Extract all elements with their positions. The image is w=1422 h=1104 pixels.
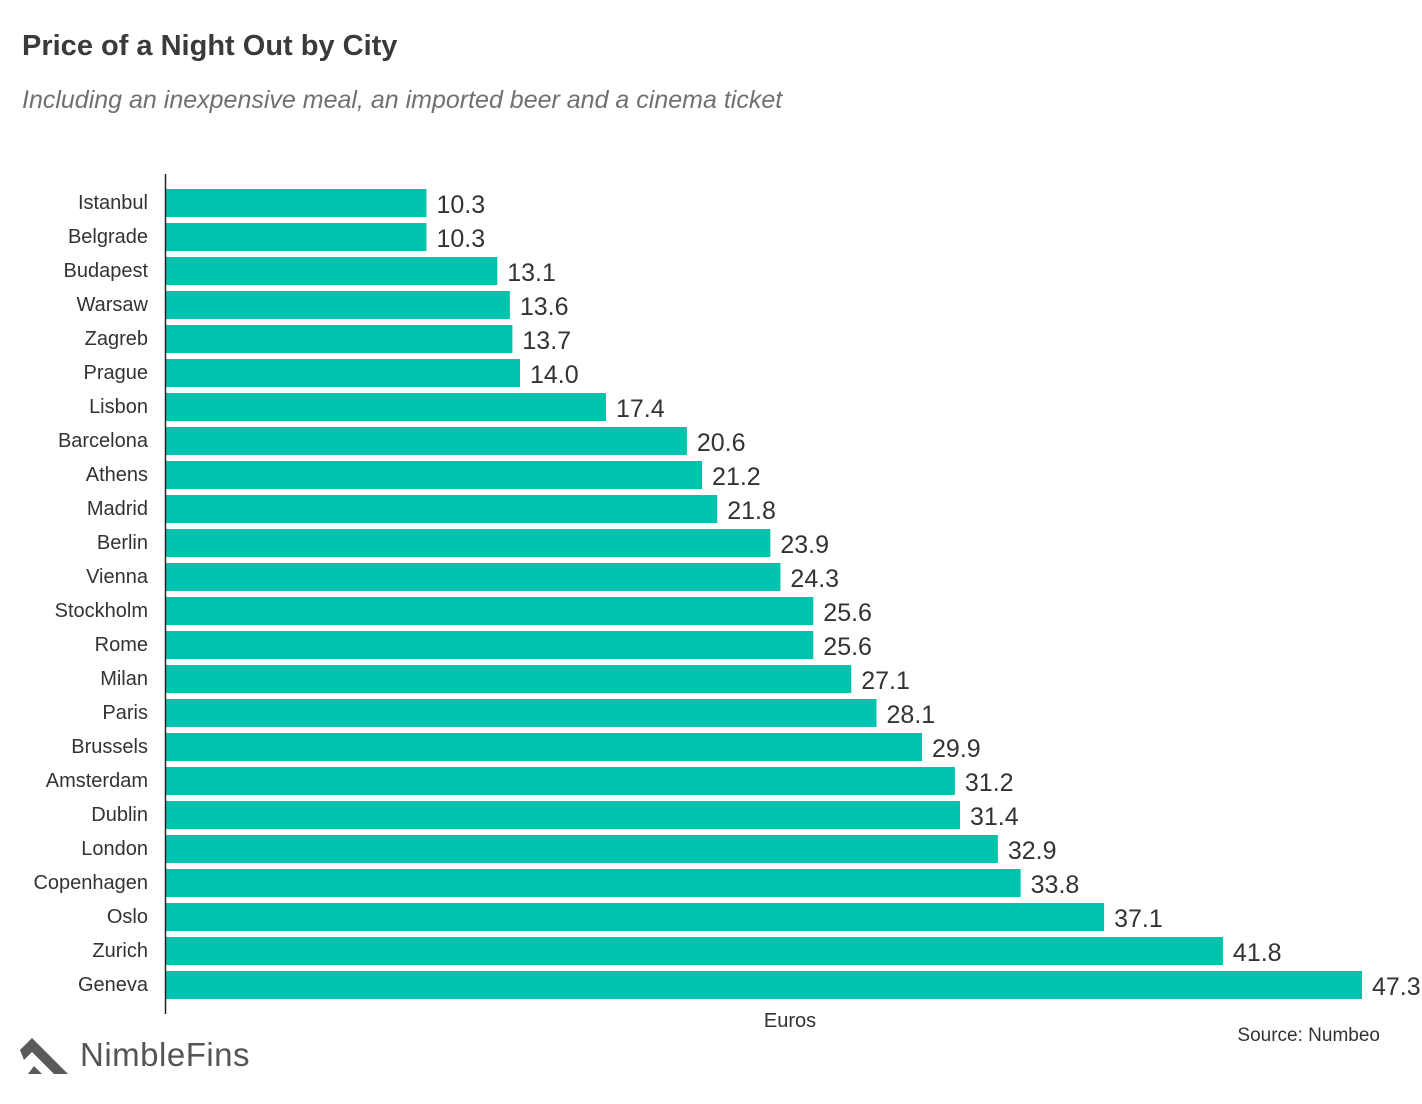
value-label-belgrade: 10.3	[436, 225, 485, 253]
value-label-stockholm: 25.6	[823, 599, 872, 627]
value-label-warsaw: 13.6	[520, 293, 569, 321]
bar-belgrade	[166, 223, 427, 251]
category-label-london: London	[81, 838, 148, 860]
bar-istanbul	[166, 189, 427, 217]
bar-zurich	[166, 937, 1223, 965]
bar-athens	[166, 461, 703, 489]
value-label-copenhagen: 33.8	[1031, 871, 1080, 899]
value-label-budapest: 13.1	[507, 259, 556, 287]
category-label-amsterdam: Amsterdam	[46, 770, 148, 792]
bar-lisbon	[166, 393, 606, 421]
value-label-rome: 25.6	[823, 633, 872, 661]
category-label-zagreb: Zagreb	[85, 328, 148, 350]
value-label-geneva: 47.3	[1372, 973, 1421, 1001]
category-label-athens: Athens	[86, 464, 148, 486]
bar-zagreb	[166, 325, 513, 353]
bar-madrid	[166, 495, 718, 523]
category-label-geneva: Geneva	[78, 974, 149, 996]
value-label-paris: 28.1	[887, 701, 936, 729]
value-label-brussels: 29.9	[932, 735, 981, 763]
bar-barcelona	[166, 427, 687, 455]
value-label-prague: 14.0	[530, 361, 579, 389]
chart-subtitle: Including an inexpensive meal, an import…	[22, 86, 783, 114]
bar-vienna	[166, 563, 781, 591]
brand-name: NimbleFins	[80, 1036, 251, 1073]
bars-group	[166, 189, 1362, 999]
bar-stockholm	[166, 597, 814, 625]
value-labels-group: 10.3 10.3 13.1 13.6 13.7 14.0 17.4 20.6 21.2 21.8…	[436, 191, 1420, 1001]
bar-dublin	[166, 801, 960, 829]
nimblefins-chevron-logo-icon	[20, 1038, 68, 1074]
category-label-lisbon: Lisbon	[89, 396, 148, 418]
category-label-copenhagen: Copenhagen	[33, 872, 148, 894]
category-label-istanbul: Istanbul	[78, 192, 148, 214]
category-label-berlin: Berlin	[97, 532, 148, 554]
value-label-london: 32.9	[1008, 837, 1057, 865]
bar-budapest	[166, 257, 498, 285]
value-label-athens: 21.2	[712, 463, 761, 491]
value-label-amsterdam: 31.2	[965, 769, 1014, 797]
bar-berlin	[166, 529, 771, 557]
category-label-stockholm: Stockholm	[55, 600, 148, 622]
value-label-lisbon: 17.4	[616, 395, 665, 423]
category-label-belgrade: Belgrade	[68, 226, 148, 248]
bar-paris	[166, 699, 877, 727]
category-labels-group: Istanbul Belgrade Budapest Warsaw Zagreb Prag…	[33, 192, 148, 996]
bar-copenhagen	[166, 869, 1021, 897]
value-label-berlin: 23.9	[780, 531, 829, 559]
bar-oslo	[166, 903, 1105, 931]
value-label-oslo: 37.1	[1114, 905, 1163, 933]
value-label-madrid: 21.8	[727, 497, 776, 525]
category-label-brussels: Brussels	[71, 736, 148, 758]
value-label-barcelona: 20.6	[697, 429, 746, 457]
bar-geneva	[166, 971, 1362, 999]
bar-amsterdam	[166, 767, 955, 795]
bar-rome	[166, 631, 814, 659]
bar-milan	[166, 665, 852, 693]
category-label-madrid: Madrid	[87, 498, 148, 520]
value-label-vienna: 24.3	[790, 565, 839, 593]
bar-london	[166, 835, 998, 863]
value-label-istanbul: 10.3	[436, 191, 485, 219]
value-label-dublin: 31.4	[970, 803, 1019, 831]
value-label-zagreb: 13.7	[522, 327, 571, 355]
value-label-zurich: 41.8	[1233, 939, 1282, 967]
category-label-milan: Milan	[100, 668, 148, 690]
category-label-barcelona: Barcelona	[58, 430, 149, 452]
bar-warsaw	[166, 291, 510, 319]
category-label-prague: Prague	[84, 362, 149, 384]
value-label-milan: 27.1	[861, 667, 910, 695]
category-label-budapest: Budapest	[63, 260, 148, 282]
category-label-paris: Paris	[102, 702, 148, 724]
x-axis-title: Euros	[764, 1010, 816, 1032]
bar-prague	[166, 359, 520, 387]
category-label-zurich: Zurich	[92, 940, 148, 962]
chart-title: Price of a Night Out by City	[22, 30, 398, 62]
category-label-oslo: Oslo	[107, 906, 148, 928]
category-label-vienna: Vienna	[86, 566, 149, 588]
category-label-warsaw: Warsaw	[77, 294, 149, 316]
brand-logo[interactable]: NimbleFins	[20, 1036, 250, 1074]
category-label-dublin: Dublin	[91, 804, 148, 826]
category-label-rome: Rome	[95, 634, 148, 656]
bar-brussels	[166, 733, 923, 761]
source-note: Source: Numbeo	[1237, 1025, 1380, 1046]
